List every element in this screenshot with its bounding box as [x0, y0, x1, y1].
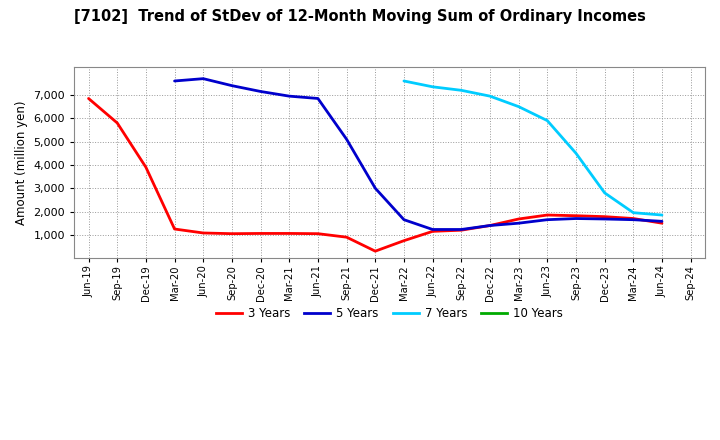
- 3 Years: [572, 213, 580, 218]
- 7 Years: [572, 150, 580, 156]
- 7 Years: [514, 104, 523, 109]
- 5 Years: [228, 83, 236, 88]
- 5 Years: [342, 137, 351, 142]
- 3 Years: [142, 165, 150, 170]
- 5 Years: [485, 223, 494, 228]
- Line: 5 Years: 5 Years: [174, 79, 662, 230]
- 3 Years: [600, 214, 609, 219]
- 7 Years: [485, 94, 494, 99]
- Y-axis label: Amount (million yen): Amount (million yen): [15, 100, 28, 225]
- 5 Years: [457, 227, 466, 232]
- 3 Years: [84, 96, 93, 101]
- 3 Years: [485, 223, 494, 228]
- 3 Years: [657, 220, 666, 226]
- 5 Years: [657, 219, 666, 224]
- 5 Years: [572, 216, 580, 221]
- 5 Years: [428, 227, 437, 232]
- 3 Years: [256, 231, 265, 236]
- 3 Years: [428, 229, 437, 234]
- 3 Years: [285, 231, 294, 236]
- 3 Years: [457, 227, 466, 233]
- 3 Years: [629, 216, 638, 221]
- 3 Years: [228, 231, 236, 236]
- 3 Years: [371, 249, 379, 254]
- 3 Years: [543, 213, 552, 218]
- 5 Years: [285, 94, 294, 99]
- 3 Years: [342, 235, 351, 240]
- 7 Years: [543, 118, 552, 123]
- 5 Years: [256, 89, 265, 94]
- 3 Years: [514, 216, 523, 222]
- 5 Years: [400, 217, 408, 222]
- 7 Years: [600, 190, 609, 195]
- 7 Years: [400, 78, 408, 84]
- 7 Years: [457, 88, 466, 93]
- 5 Years: [629, 217, 638, 222]
- Line: 7 Years: 7 Years: [404, 81, 662, 215]
- 3 Years: [199, 231, 207, 236]
- 5 Years: [543, 217, 552, 222]
- 3 Years: [113, 120, 122, 125]
- 7 Years: [657, 213, 666, 218]
- 5 Years: [199, 76, 207, 81]
- 3 Years: [314, 231, 323, 236]
- Legend: 3 Years, 5 Years, 7 Years, 10 Years: 3 Years, 5 Years, 7 Years, 10 Years: [211, 302, 568, 325]
- Line: 3 Years: 3 Years: [89, 99, 662, 251]
- 7 Years: [428, 84, 437, 89]
- Text: [7102]  Trend of StDev of 12-Month Moving Sum of Ordinary Incomes: [7102] Trend of StDev of 12-Month Moving…: [74, 9, 646, 24]
- 5 Years: [314, 96, 323, 101]
- 5 Years: [600, 216, 609, 222]
- 5 Years: [371, 186, 379, 191]
- 7 Years: [629, 210, 638, 215]
- 3 Years: [170, 226, 179, 231]
- 5 Years: [170, 78, 179, 84]
- 5 Years: [514, 220, 523, 226]
- 3 Years: [400, 238, 408, 243]
